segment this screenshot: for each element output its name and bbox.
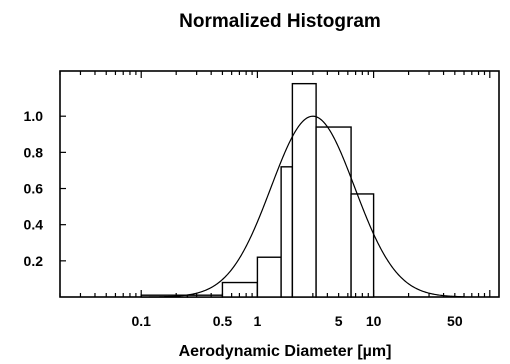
y-tick-label: 0.2 [24, 253, 44, 269]
x-tick-label: 0.1 [131, 313, 151, 329]
histogram-bar [315, 126, 352, 298]
histogram-bar [186, 294, 224, 298]
x-tick-label: 5 [335, 313, 343, 329]
y-tick-label: 0.8 [24, 144, 44, 160]
y-tick-label: 0.4 [24, 217, 44, 233]
x-tick-label: 0.5 [213, 313, 233, 329]
y-tick-label: 0.6 [24, 181, 44, 197]
histogram-bar [280, 166, 294, 298]
x-axis-label: Aerodynamic Diameter [µm] [179, 343, 392, 360]
y-tick-label: 1.0 [24, 108, 44, 124]
x-tick-label: 50 [447, 313, 463, 329]
histogram-bar [256, 256, 282, 298]
chart-title: Normalized Histogram [179, 11, 381, 32]
histogram-bars [140, 82, 375, 298]
fit-curve [141, 115, 465, 298]
histogram-bar [350, 193, 375, 298]
axis-ticks [59, 71, 491, 297]
x-tick-label: 10 [366, 313, 382, 329]
x-tick-label: 1 [254, 313, 262, 329]
tick-labels: 0.1 0.5 1 5 10 50 0.2 0.4 0.6 0.8 1.0 [24, 108, 463, 329]
